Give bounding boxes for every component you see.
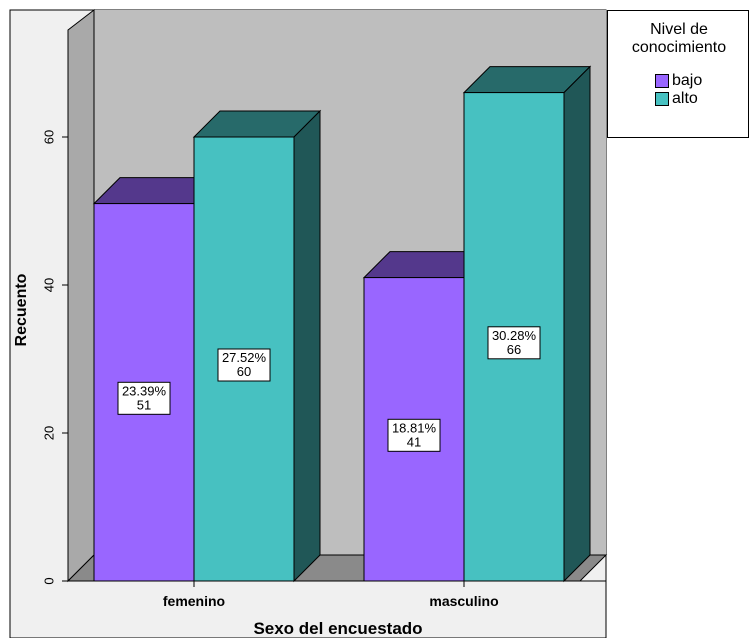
legend-label-alto: alto	[672, 90, 698, 107]
data-label-alto-masculino: 30.28%66	[487, 326, 541, 360]
y-tick-label: 0	[41, 577, 56, 584]
legend-item-bajo: bajo	[655, 73, 702, 89]
data-label-count: 60	[237, 364, 251, 379]
data-label-count: 66	[507, 342, 521, 357]
data-label-alto-femenino: 27.52%60	[217, 348, 271, 382]
bar-alto-masculino	[462, 65, 592, 583]
y-axis-label: Recuento	[13, 273, 30, 346]
data-label-count: 51	[137, 397, 151, 412]
y-tick-label: 40	[41, 278, 56, 292]
data-label-percent: 30.28%	[492, 328, 537, 343]
legend: Nivel de conocimiento bajo alto	[607, 10, 749, 138]
data-label-count: 41	[407, 434, 421, 449]
x-axis-label: Sexo del encuestado	[253, 619, 422, 638]
data-label-percent: 23.39%	[122, 383, 167, 398]
plot-side-wall	[67, 8, 95, 583]
y-tick-label: 60	[41, 130, 56, 144]
data-label-box	[487, 326, 541, 360]
data-label-box	[217, 348, 271, 382]
bar-alto-femenino	[192, 109, 322, 583]
x-category-label-masculino: masculino	[429, 593, 498, 609]
legend-swatch-bajo	[655, 74, 669, 88]
y-tick-label: 20	[41, 426, 56, 440]
legend-title: Nivel de conocimiento	[631, 21, 727, 56]
bar-side-face	[293, 109, 321, 583]
data-labels: 23.39%51 27.52%60 18.81%41 30.28%66	[117, 326, 541, 452]
bar-side-face	[563, 65, 591, 583]
x-axis-categories: femenino masculino	[163, 581, 499, 609]
legend-label-bajo: bajo	[672, 72, 703, 89]
data-label-box	[387, 418, 441, 452]
bars	[92, 65, 592, 583]
data-label-box	[117, 381, 171, 415]
y-axis: 0 20 40 60	[41, 130, 68, 585]
data-label-bajo-femenino: 23.39%51	[117, 381, 171, 415]
data-label-percent: 27.52%	[222, 350, 267, 365]
legend-item-alto: alto	[655, 91, 698, 107]
legend-swatch-alto	[655, 92, 669, 106]
data-label-bajo-masculino: 18.81%41	[387, 418, 441, 452]
data-label-percent: 18.81%	[392, 420, 437, 435]
x-category-label-femenino: femenino	[163, 593, 225, 609]
